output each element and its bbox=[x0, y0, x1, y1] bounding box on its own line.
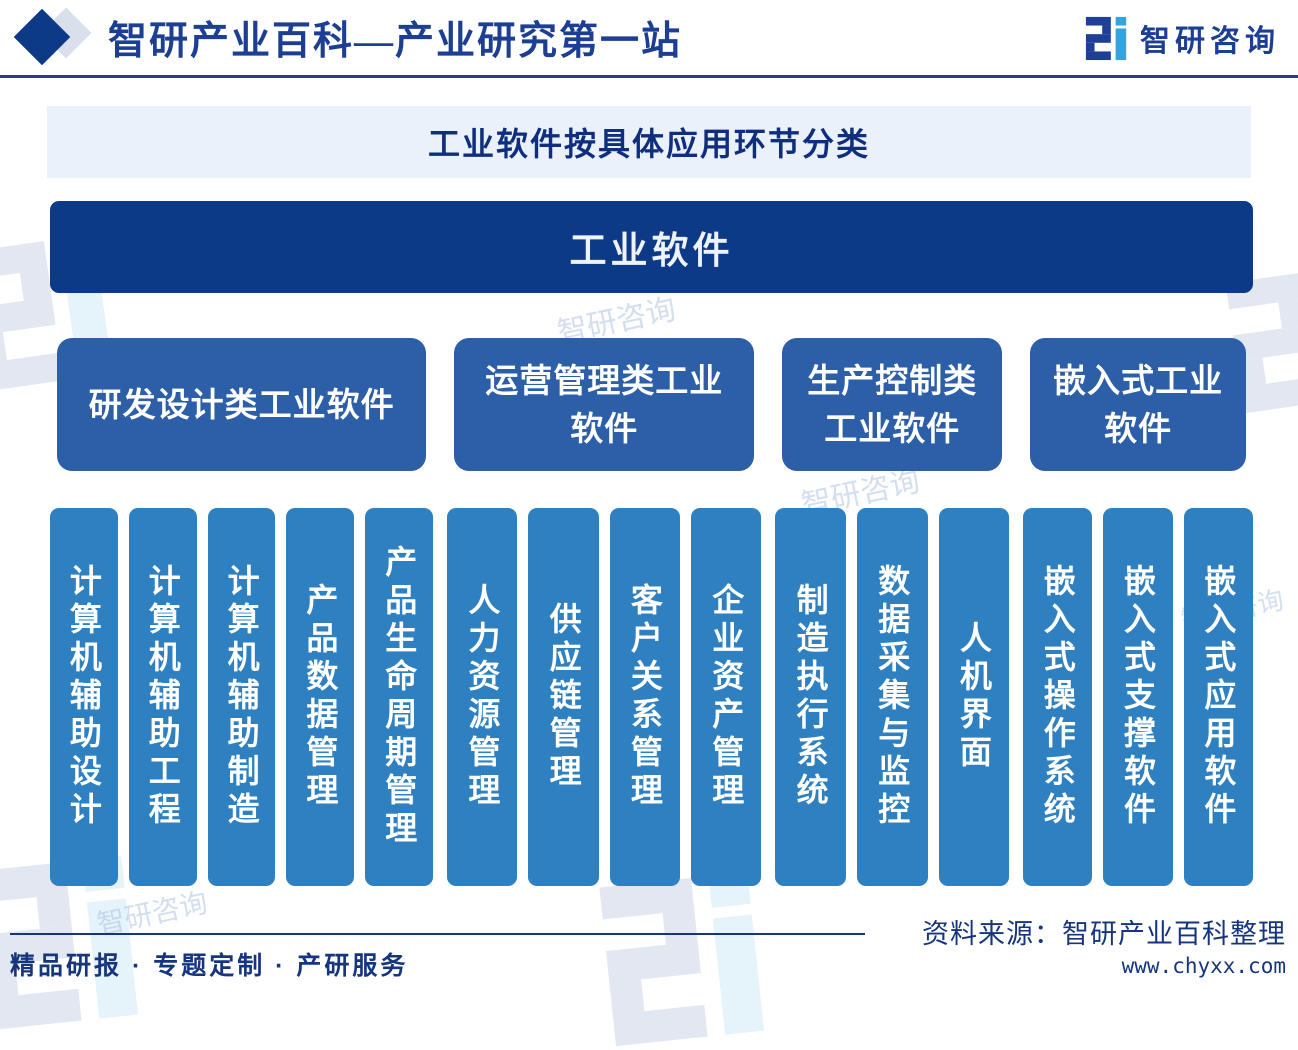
chart-title: 工业软件按具体应用环节分类 bbox=[427, 126, 870, 162]
item-hrm: 人力资源管理 bbox=[447, 508, 518, 886]
item-group-embedded: 嵌入式操作系统 嵌入式支撑软件 嵌入式应用软件 bbox=[1023, 508, 1253, 886]
item-mes: 制造执行系统 bbox=[775, 508, 846, 886]
footer: 精品研报 · 专题定制 · 产研服务 资料来源：智研产业百科整理 www.chy… bbox=[0, 900, 1298, 992]
item-scada: 数据采集与监控 bbox=[856, 508, 928, 886]
item-pdm: 产品数据管理 bbox=[286, 508, 355, 886]
footer-website[interactable]: www.chyxx.com bbox=[1121, 954, 1286, 978]
item-plm: 产品生命周期管理 bbox=[365, 508, 434, 886]
footer-services: 精品研报 · 专题定制 · 产研服务 bbox=[10, 952, 409, 980]
item-group-production-control: 制造执行系统 数据采集与监控 人机界面 bbox=[775, 508, 1010, 886]
root-node: 工业软件 bbox=[50, 201, 1253, 293]
item-embedded-app: 嵌入式应用软件 bbox=[1183, 508, 1253, 886]
item-scm: 供应链管理 bbox=[528, 508, 599, 886]
item-hmi: 人机界面 bbox=[938, 508, 1010, 886]
category-row: 研发设计类工业软件 运营管理类工业软件 生产控制类工业软件 嵌入式工业软件 bbox=[50, 338, 1253, 471]
item-crm: 客户关系管理 bbox=[609, 508, 681, 886]
item-cae: 计算机辅助工程 bbox=[128, 508, 197, 886]
header: 智研产业百科—产业研究第一站 智研咨询 bbox=[0, 0, 1298, 78]
root-node-label: 工业软件 bbox=[569, 230, 734, 271]
footer-divider bbox=[10, 933, 865, 935]
brand: 智研产业百科—产业研究第一站 bbox=[12, 7, 682, 69]
diamond-logo-icon bbox=[12, 7, 94, 69]
item-cam: 计算机辅助制造 bbox=[207, 508, 276, 886]
footer-source: 资料来源：智研产业百科整理 bbox=[922, 919, 1286, 949]
category-embedded: 嵌入式工业软件 bbox=[1030, 338, 1247, 471]
zhiyan-logo: 智研咨询 bbox=[1084, 15, 1284, 61]
brand-title: 智研产业百科—产业研究第一站 bbox=[108, 19, 683, 63]
category-operations: 运营管理类工业软件 bbox=[454, 338, 755, 471]
chart-title-bar: 工业软件按具体应用环节分类 bbox=[47, 106, 1251, 178]
category-rd-design: 研发设计类工业软件 bbox=[57, 338, 427, 471]
item-embedded-support: 嵌入式支撑软件 bbox=[1103, 508, 1173, 886]
zhiyan-logo-icon bbox=[1085, 16, 1127, 60]
item-eam: 企业资产管理 bbox=[691, 508, 762, 886]
items-row: 计算机辅助设计 计算机辅助工程 计算机辅助制造 产品数据管理 产品生命周期管理 … bbox=[50, 508, 1253, 886]
category-production-control: 生产控制类工业软件 bbox=[782, 338, 1003, 471]
item-cad: 计算机辅助设计 bbox=[50, 508, 118, 886]
item-group-operations: 人力资源管理 供应链管理 客户关系管理 企业资产管理 bbox=[447, 508, 762, 886]
zhiyan-logo-text: 智研咨询 bbox=[1140, 24, 1280, 58]
item-embedded-os: 嵌入式操作系统 bbox=[1023, 508, 1093, 886]
item-group-rd-design: 计算机辅助设计 计算机辅助工程 计算机辅助制造 产品数据管理 产品生命周期管理 bbox=[50, 508, 434, 886]
